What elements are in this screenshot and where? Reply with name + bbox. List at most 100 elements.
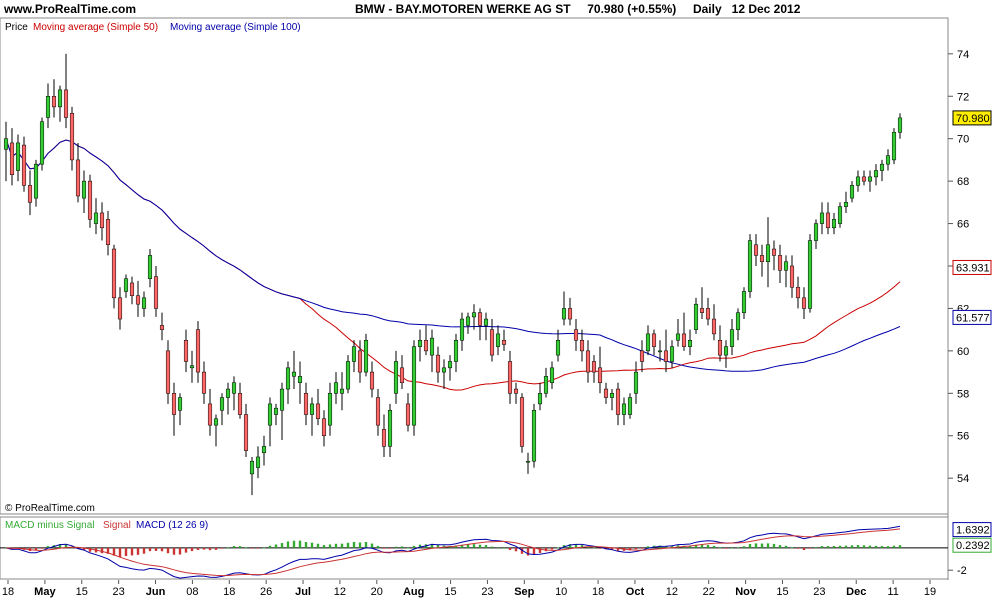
candle-body [891, 132, 897, 161]
candle-body [399, 367, 405, 383]
macd-hist-bar [838, 545, 842, 548]
x-tick-label: 23 [113, 586, 125, 598]
macd-hist-bar [862, 545, 866, 548]
macd-hist-bar [40, 547, 44, 549]
symbol-title: BMW - BAY.MOTOREN WERKE AG ST 70.980 (+0… [355, 2, 801, 16]
candle-body [321, 418, 327, 436]
candle-body [363, 340, 369, 373]
candle-body [771, 248, 777, 256]
candle-body [741, 291, 747, 313]
candle [651, 329, 657, 356]
candle-body [477, 312, 483, 326]
x-tick-label: 08 [186, 586, 198, 598]
candle-body [597, 367, 603, 383]
candle [603, 382, 609, 404]
candle-body [339, 388, 345, 394]
candle-body [759, 255, 765, 263]
candle-body [879, 163, 885, 171]
candle-body [441, 367, 447, 373]
candle [807, 234, 813, 313]
candle [495, 325, 501, 356]
candle-body [327, 393, 333, 426]
candle-body [675, 333, 681, 341]
candle [297, 361, 303, 404]
candle-body [417, 340, 423, 347]
candle-body [855, 176, 861, 186]
macd-hist-bar [82, 547, 86, 551]
candle [549, 361, 555, 390]
macd-hist-bar [178, 547, 182, 555]
macd-hist-bar [484, 545, 488, 548]
x-tick-label: 18 [2, 586, 14, 598]
macd-hist-bar [496, 547, 500, 548]
candle [111, 244, 117, 309]
candle-body [93, 212, 99, 224]
candle [579, 329, 585, 362]
candle-body [723, 346, 729, 356]
candle [609, 389, 615, 411]
candle [147, 249, 153, 288]
candle [99, 202, 105, 241]
candle-body [639, 350, 645, 362]
macd-hist-bar [148, 547, 152, 552]
candle-body [33, 163, 39, 199]
candle [897, 113, 903, 139]
macd-hist-bar [718, 547, 722, 549]
candle [369, 361, 375, 398]
candle-body [465, 316, 471, 326]
candle-body [309, 403, 315, 415]
candle-body [429, 337, 435, 356]
legend-price: Price [5, 22, 28, 33]
candle-body [585, 350, 591, 373]
candle [405, 393, 411, 432]
macd-hist-bar [172, 547, 176, 555]
candle-body [273, 407, 279, 415]
macd-hist-bar [220, 547, 224, 549]
candle-body [471, 312, 477, 318]
candle [627, 393, 633, 419]
y-tick-label: 54 [957, 473, 969, 485]
candle [21, 136, 27, 192]
macd-hist-bar [226, 547, 230, 549]
candle-body [267, 403, 273, 426]
site-name[interactable]: www.ProRealTime.com [4, 2, 137, 16]
candle [465, 312, 471, 334]
candle-body [75, 159, 81, 197]
candle-body [591, 361, 597, 373]
candle [633, 361, 639, 404]
candle-body [129, 282, 135, 296]
macd-hist-bar [274, 544, 278, 548]
candle-body [531, 410, 537, 462]
candle-body [735, 312, 741, 330]
macd-hist-bar [574, 544, 578, 548]
candle-body [135, 295, 141, 305]
macd-hist-bar [382, 547, 386, 549]
macd-hist-bar [880, 546, 884, 548]
candle-body [603, 388, 609, 398]
macd-hist-bar [520, 547, 524, 554]
macd-hist-bar [322, 545, 326, 548]
candle [321, 410, 327, 447]
candle-body [861, 176, 867, 182]
candle [285, 361, 291, 404]
macd-hist-bar [796, 547, 800, 549]
candle [423, 325, 429, 356]
macd-hist-bar [232, 546, 236, 548]
x-tick-label: Aug [403, 586, 424, 598]
macd-hist-bar [688, 545, 692, 548]
candle-body [423, 340, 429, 352]
candle [87, 174, 93, 228]
macd-hist-bar [292, 540, 296, 548]
candle-body [777, 255, 783, 271]
macd-hist-bar [466, 544, 470, 548]
macd-hist-bar [64, 544, 68, 548]
candle-body [837, 206, 843, 224]
macd-legend: MACD minus Signal Signal MACD (12 26 9) [5, 520, 208, 531]
macd-hist-bar [268, 545, 272, 548]
macd-hist-bar [202, 547, 206, 550]
candle [873, 164, 879, 186]
macd-hist-bar [280, 543, 284, 548]
candle [813, 219, 819, 250]
x-tick-label: 20 [371, 586, 383, 598]
candle [411, 340, 417, 436]
